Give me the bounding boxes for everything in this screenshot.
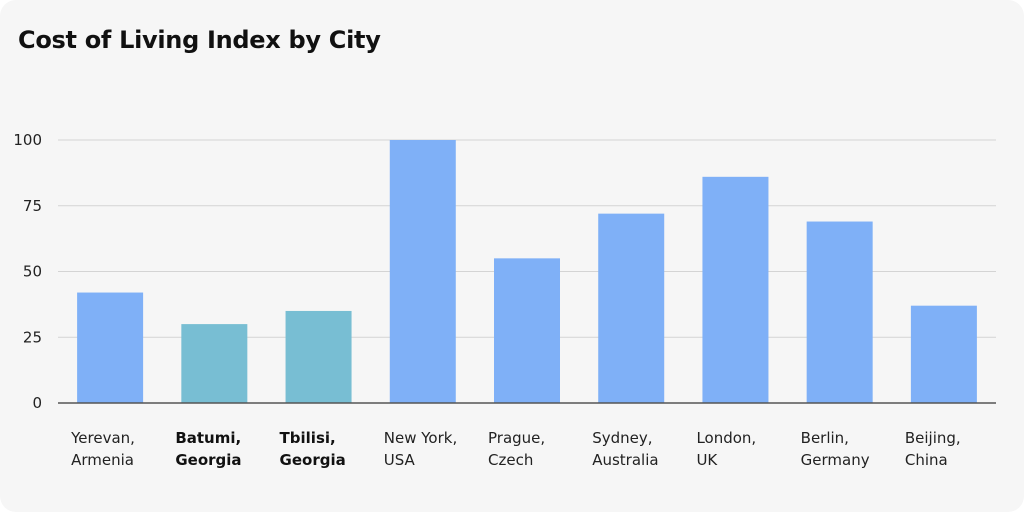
x-tick-label: Armenia	[71, 451, 134, 469]
bar	[806, 221, 873, 403]
x-tick-label: Batumi,	[175, 429, 241, 447]
y-tick-label: 75	[23, 197, 42, 215]
bar	[285, 310, 352, 403]
x-tick-label: Georgia	[175, 451, 241, 469]
bar	[598, 213, 665, 403]
x-tick-label: Sydney,	[592, 429, 652, 447]
x-tick-label: Georgia	[280, 451, 346, 469]
x-tick-label: New York,	[384, 429, 457, 447]
y-tick-label: 25	[23, 328, 42, 346]
x-tick-label: Australia	[592, 451, 658, 469]
y-tick-label: 100	[13, 131, 42, 149]
x-tick-label: Prague,	[488, 429, 545, 447]
bar	[181, 324, 248, 403]
bar	[389, 140, 456, 403]
x-tick-label: Czech	[488, 451, 533, 469]
x-tick-label: London,	[696, 429, 756, 447]
bar	[77, 292, 144, 403]
bar	[910, 305, 977, 403]
x-tick-label: Beijing,	[905, 429, 961, 447]
x-tick-label: Germany	[801, 451, 870, 469]
x-tick-label: UK	[696, 451, 718, 469]
chart-title: Cost of Living Index by City	[18, 26, 381, 54]
y-tick-label: 0	[32, 394, 42, 412]
x-tick-label: Tbilisi,	[280, 429, 336, 447]
x-tick-label: USA	[384, 451, 416, 469]
x-tick-label: Berlin,	[801, 429, 849, 447]
x-tick-label: China	[905, 451, 948, 469]
bar	[702, 176, 769, 403]
y-tick-label: 50	[23, 263, 42, 281]
x-tick-label: Yerevan,	[70, 429, 135, 447]
bar	[494, 258, 560, 403]
